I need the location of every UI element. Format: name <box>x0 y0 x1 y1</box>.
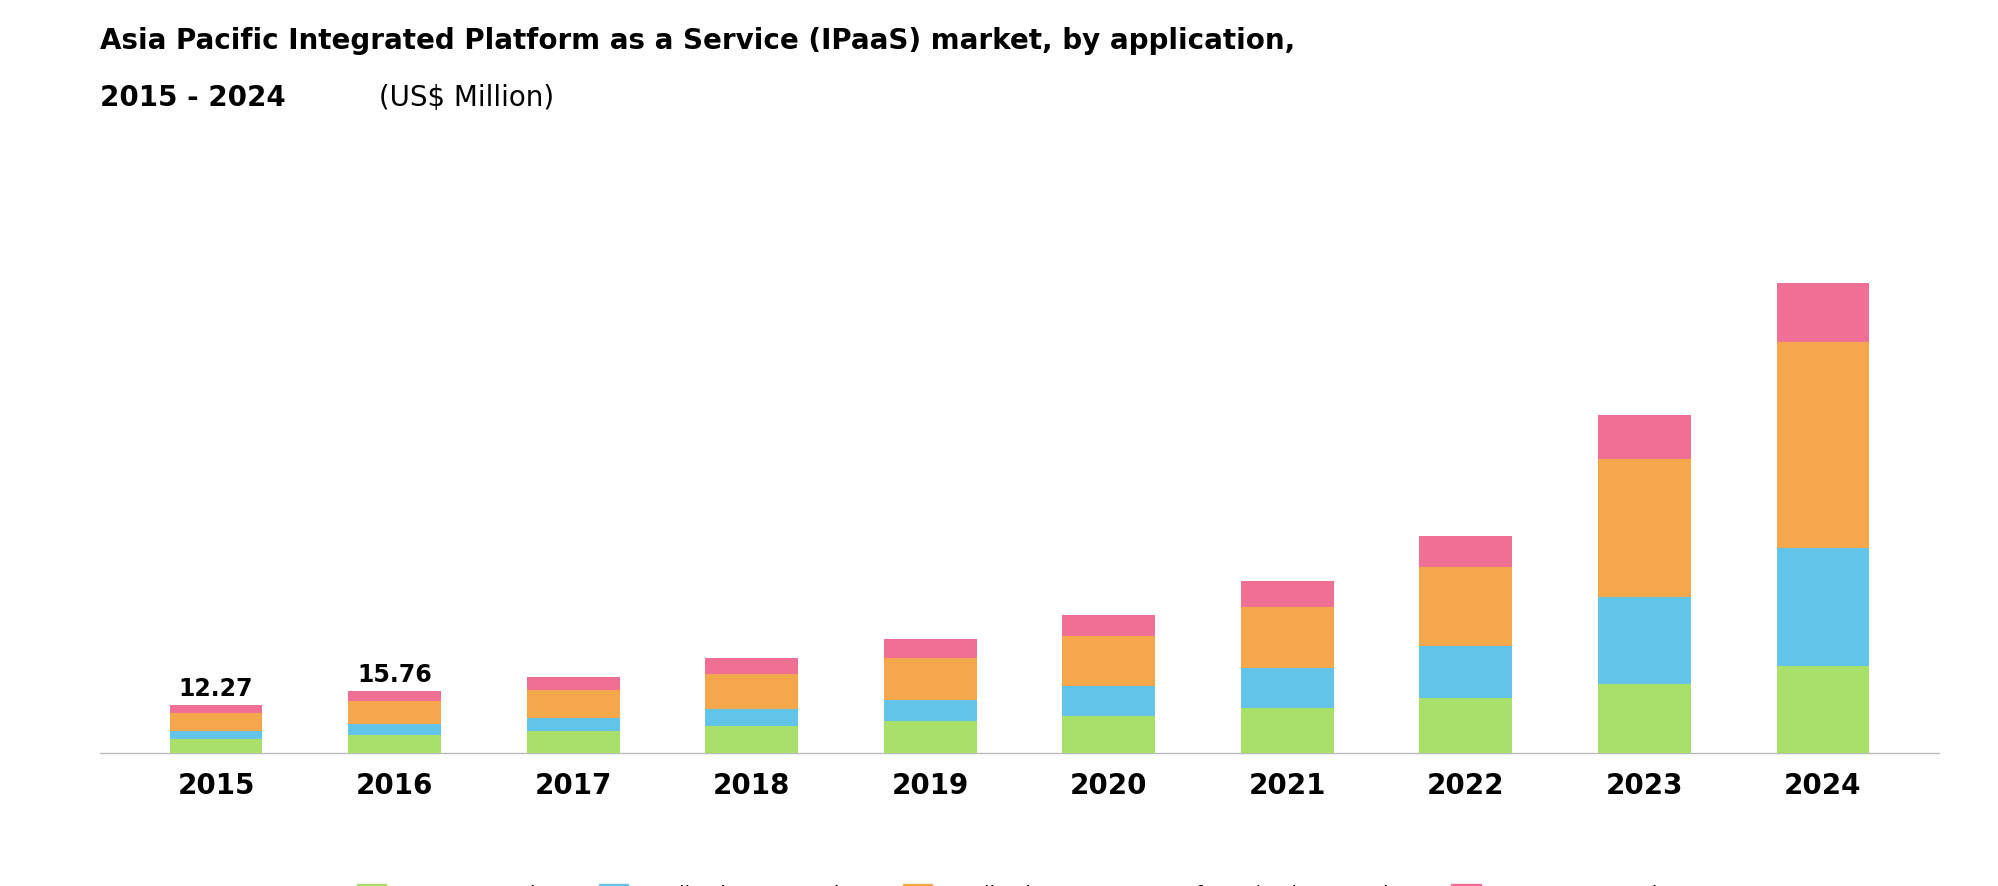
Bar <box>1419 567 1512 647</box>
Bar <box>1776 548 1868 666</box>
Bar <box>1061 615 1155 636</box>
Bar <box>348 691 442 702</box>
Bar <box>1419 698 1512 753</box>
Bar <box>525 677 619 690</box>
Bar <box>1241 668 1333 708</box>
Bar <box>1419 536 1512 567</box>
Text: 15.76: 15.76 <box>358 663 432 687</box>
Bar <box>170 712 262 731</box>
Text: 2015 - 2024: 2015 - 2024 <box>100 84 286 113</box>
Bar <box>1596 459 1690 597</box>
Bar <box>525 731 619 753</box>
Legend: Data Integration, Application Integration, Application Program Interfaces (API) : Data Integration, Application Integratio… <box>350 876 1688 886</box>
Bar <box>883 640 977 658</box>
Bar <box>170 739 262 753</box>
Bar <box>1776 283 1868 342</box>
Bar <box>170 731 262 739</box>
Bar <box>1061 716 1155 753</box>
Bar <box>883 658 977 700</box>
Bar <box>1596 416 1690 459</box>
Bar <box>1061 636 1155 686</box>
Bar <box>1596 684 1690 753</box>
Bar <box>705 674 797 709</box>
Bar <box>1776 666 1868 753</box>
Bar <box>705 727 797 753</box>
Bar <box>1596 597 1690 684</box>
Bar <box>705 658 797 674</box>
Bar <box>883 700 977 721</box>
Bar <box>348 724 442 735</box>
Bar <box>1241 607 1333 668</box>
Bar <box>525 690 619 718</box>
Bar <box>1419 647 1512 698</box>
Bar <box>1061 686 1155 716</box>
Bar <box>1241 708 1333 753</box>
Bar <box>525 718 619 731</box>
Bar <box>348 702 442 724</box>
Bar <box>883 721 977 753</box>
Bar <box>170 704 262 712</box>
Bar <box>705 709 797 727</box>
Bar <box>1776 342 1868 548</box>
Text: 12.27: 12.27 <box>178 677 254 701</box>
Text: Asia Pacific Integrated Platform as a Service (IPaaS) market, by application,: Asia Pacific Integrated Platform as a Se… <box>100 27 1295 55</box>
Text: (US$ Million): (US$ Million) <box>370 84 553 113</box>
Bar <box>348 735 442 753</box>
Bar <box>1241 581 1333 607</box>
